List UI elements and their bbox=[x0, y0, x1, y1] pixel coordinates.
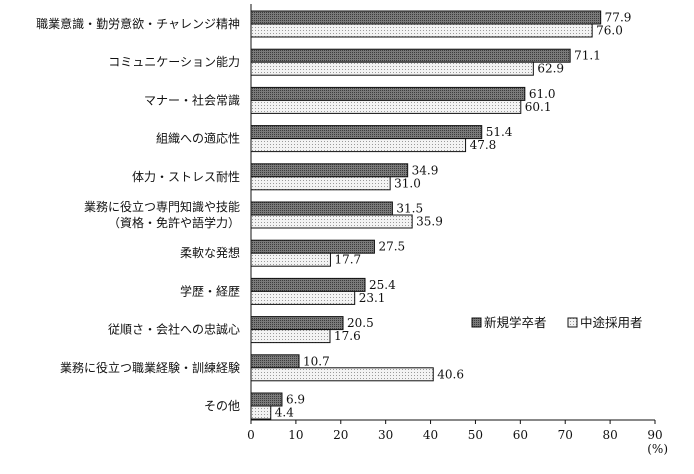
category-label: 業務に役立つ職業経験・訓練経験 bbox=[60, 360, 240, 375]
x-tick-label: 10 bbox=[288, 428, 303, 442]
value-label: 23.1 bbox=[359, 291, 386, 305]
category-label: 組織への適応性 bbox=[156, 131, 240, 146]
legend-swatch-new-graduates bbox=[471, 317, 482, 328]
category-label: （資格・免許や語学力） bbox=[108, 215, 240, 230]
bar-new-graduates-8 bbox=[250, 316, 344, 331]
legend-label-mid-career: 中途採用者 bbox=[580, 315, 643, 330]
bar-mid-career-9 bbox=[250, 367, 434, 382]
bar-mid-career-4 bbox=[250, 176, 391, 191]
value-label: 31.0 bbox=[394, 176, 421, 190]
category-label: 体力・ストレス耐性 bbox=[132, 170, 240, 184]
bar-mid-career-2 bbox=[250, 99, 522, 114]
x-tick-label: 80 bbox=[602, 428, 617, 442]
value-label: 60.1 bbox=[525, 100, 552, 114]
bar-new-graduates-2 bbox=[250, 86, 526, 101]
x-tick-label: 0 bbox=[247, 428, 255, 442]
category-label: コミュニケーション能力 bbox=[108, 55, 240, 69]
bar-new-graduates-1 bbox=[250, 48, 571, 63]
value-label: 47.8 bbox=[470, 138, 497, 152]
value-label: 40.6 bbox=[437, 367, 464, 381]
x-tick-label: 50 bbox=[468, 428, 483, 442]
x-axis-unit: (%) bbox=[647, 442, 668, 456]
category-labels: 職業意識・勤労意欲・チャレンジ精神コミュニケーション能力マナー・社会常識組織への… bbox=[36, 16, 240, 413]
bar-mid-career-6 bbox=[250, 252, 331, 267]
value-label: 77.9 bbox=[605, 11, 632, 25]
x-tick-label: 90 bbox=[647, 428, 662, 442]
bar-new-graduates-3 bbox=[250, 125, 483, 140]
x-tick-label: 40 bbox=[423, 428, 438, 442]
category-label: 柔軟な発想 bbox=[180, 245, 240, 260]
bar-mid-career-5 bbox=[250, 214, 413, 229]
legend: 新規学卒者 中途採用者 bbox=[471, 315, 643, 330]
category-label: 業務に役立つ専門知識や技能 bbox=[84, 199, 240, 214]
legend-swatch-mid-career bbox=[567, 317, 578, 328]
value-label: 61.0 bbox=[529, 87, 556, 101]
bar-new-graduates-0 bbox=[250, 10, 602, 25]
x-tick-label: 20 bbox=[333, 428, 348, 442]
value-label: 4.4 bbox=[275, 406, 294, 420]
plot-area: 77.976.0 71.1 62.9 61.060.1 51.447.8 34.931.0… bbox=[250, 10, 632, 420]
value-label: 25.4 bbox=[369, 278, 396, 292]
category-label: 学歴・経歴 bbox=[180, 283, 240, 298]
value-label: 6.9 bbox=[286, 393, 305, 407]
value-label: 27.5 bbox=[378, 240, 405, 254]
x-tick-label: 60 bbox=[513, 428, 528, 442]
x-tick-label: 30 bbox=[378, 428, 393, 442]
bar-mid-career-10 bbox=[250, 405, 272, 420]
bar-new-graduates-10 bbox=[250, 392, 283, 407]
bar-new-graduates-5 bbox=[250, 201, 393, 216]
category-label: 従順さ・会社への忠誠心 bbox=[108, 322, 240, 337]
bar-new-graduates-6 bbox=[250, 239, 375, 254]
bar-new-graduates-4 bbox=[250, 163, 409, 178]
x-axis: (%) 0 10 20 30 40 50 60 70 80 90 bbox=[247, 4, 668, 456]
value-label: 31.5 bbox=[396, 202, 423, 216]
value-label: 51.4 bbox=[486, 125, 513, 139]
bar-mid-career-8 bbox=[250, 329, 331, 344]
value-label: 62.9 bbox=[537, 62, 564, 76]
bar-new-graduates-7 bbox=[250, 277, 366, 292]
bar-new-graduates-9 bbox=[250, 354, 300, 369]
x-tick-label: 70 bbox=[558, 428, 573, 442]
value-label: 35.9 bbox=[416, 215, 443, 229]
bar-mid-career-1 bbox=[250, 61, 534, 76]
category-label: その他 bbox=[204, 399, 240, 413]
value-label: 71.1 bbox=[574, 49, 601, 63]
value-label: 34.9 bbox=[412, 163, 439, 177]
bar-mid-career-0 bbox=[250, 23, 593, 38]
value-label: 17.6 bbox=[334, 329, 361, 343]
value-label: 20.5 bbox=[347, 316, 374, 330]
value-label: 76.0 bbox=[596, 24, 623, 38]
bar-mid-career-3 bbox=[250, 138, 467, 153]
bar-mid-career-7 bbox=[250, 290, 356, 305]
legend-label-new-graduates: 新規学卒者 bbox=[484, 315, 547, 330]
value-label: 17.7 bbox=[334, 253, 361, 267]
category-label: 職業意識・勤労意欲・チャレンジ精神 bbox=[36, 16, 240, 31]
category-label: マナー・社会常識 bbox=[144, 92, 240, 107]
value-label: 10.7 bbox=[303, 354, 330, 368]
